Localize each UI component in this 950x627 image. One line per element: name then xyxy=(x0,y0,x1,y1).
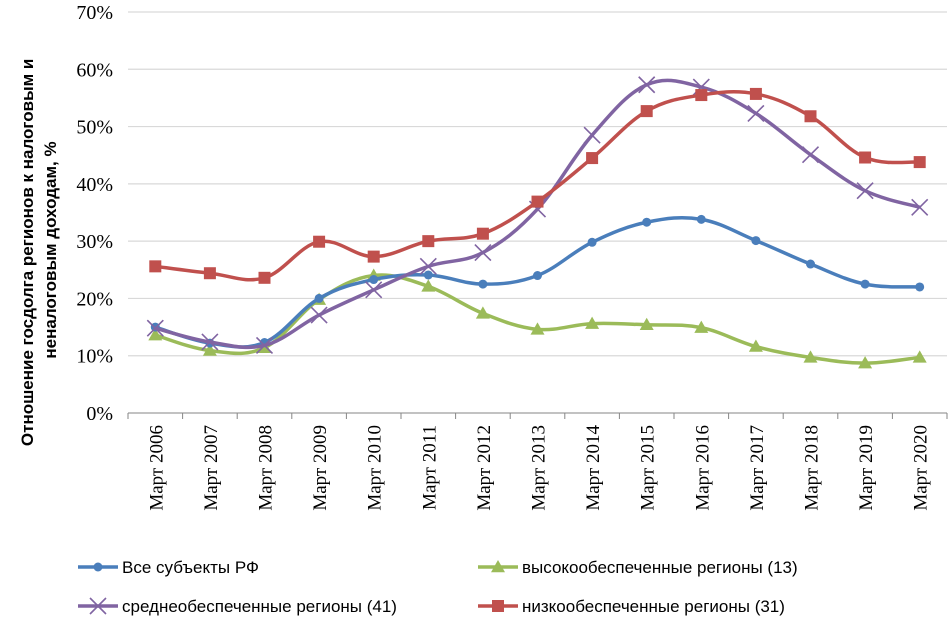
data-point xyxy=(858,356,873,369)
x-axis-ticks: Март 2006 Март 2007 Март 2008 Март 2009 Март… xyxy=(127,413,948,511)
y-tick-label: 60% xyxy=(76,59,113,81)
data-point xyxy=(258,271,271,284)
data-point xyxy=(856,182,874,200)
x-tick-label: Март 2020 xyxy=(911,425,932,511)
x-tick-label: Март 2018 xyxy=(802,425,823,511)
data-point xyxy=(801,146,820,164)
data-point xyxy=(478,279,488,289)
x-tick-label: Март 2008 xyxy=(256,425,277,511)
y-tick-label: 50% xyxy=(76,117,113,139)
y-axis-label: Отношение госдолга регионов к налоговым … xyxy=(18,54,60,446)
data-point xyxy=(860,279,870,289)
data-point xyxy=(419,257,437,275)
data-point xyxy=(751,236,761,246)
data-point xyxy=(749,87,762,100)
data-point xyxy=(201,333,219,351)
y-tick-label: 40% xyxy=(76,174,113,196)
data-point xyxy=(202,343,217,356)
series-circle xyxy=(150,214,925,349)
data-point xyxy=(912,350,927,363)
data-point xyxy=(804,110,817,123)
data-point xyxy=(806,259,815,269)
x-tick-label: Март 2012 xyxy=(474,425,495,511)
data-point xyxy=(255,336,274,354)
data-point xyxy=(586,152,599,165)
x-tick-label: Март 2007 xyxy=(201,425,222,511)
legend-label: низкообеспеченные регионы (31) xyxy=(522,597,785,616)
x-tick-label: Март 2006 xyxy=(146,425,167,511)
data-point xyxy=(149,260,162,273)
data-point xyxy=(310,306,328,324)
data-point xyxy=(587,237,597,247)
y-axis-ticks: 0% 10% 20% 30% 40% 50% 60% 70% xyxy=(76,2,113,425)
data-point xyxy=(367,250,380,263)
legend-label: среднеобеспеченные регионы (41) xyxy=(122,597,397,616)
data-point xyxy=(747,104,765,122)
data-point xyxy=(915,282,925,292)
x-tick-label: Март 2011 xyxy=(419,425,440,510)
data-point xyxy=(423,270,433,280)
x-tick-label: Март 2019 xyxy=(856,425,877,511)
legend-item: низкообеспеченные регионы (31) xyxy=(478,597,785,616)
y-tick-label: 70% xyxy=(76,2,113,24)
x-tick-label: Март 2015 xyxy=(638,425,659,511)
data-point xyxy=(203,267,216,280)
data-point xyxy=(314,293,324,303)
y-tick-label: 10% xyxy=(76,346,113,368)
data-point xyxy=(476,227,489,240)
data-point xyxy=(638,76,656,94)
data-point xyxy=(422,235,435,248)
data-point xyxy=(148,328,163,341)
series-group xyxy=(146,76,929,369)
legend-label: Все субъекты РФ xyxy=(122,558,259,577)
data-point xyxy=(913,156,926,169)
data-point xyxy=(89,597,107,615)
legend-item: среднеобеспеченные регионы (41) xyxy=(78,597,397,616)
data-point xyxy=(369,275,379,285)
data-point xyxy=(748,339,763,352)
data-point xyxy=(533,271,542,281)
data-point xyxy=(474,244,492,262)
data-point xyxy=(639,317,654,331)
data-point xyxy=(803,350,818,363)
data-point xyxy=(146,319,164,337)
y-tick-label: 0% xyxy=(86,403,113,425)
legend-label: высокообеспеченные регионы (13) xyxy=(522,558,798,577)
data-point xyxy=(583,126,601,144)
x-tick-label: Март 2009 xyxy=(310,425,331,511)
x-tick-label: Март 2017 xyxy=(747,425,768,511)
data-point xyxy=(642,217,652,227)
y-axis-label-line-2: неналоговым доходам, % xyxy=(41,141,60,358)
data-point xyxy=(531,195,544,208)
data-point xyxy=(491,560,505,573)
series-square xyxy=(149,87,926,284)
data-point xyxy=(585,316,600,329)
data-point xyxy=(694,320,709,333)
x-tick-label: Март 2016 xyxy=(692,425,713,511)
data-point xyxy=(695,89,708,102)
data-point xyxy=(530,322,545,335)
x-tick-label: Март 2013 xyxy=(529,425,550,511)
data-point xyxy=(911,198,929,216)
data-point xyxy=(93,562,103,572)
legend-item: высокообеспеченные регионы (13) xyxy=(478,558,798,577)
data-point xyxy=(313,235,326,248)
data-point xyxy=(421,279,436,292)
data-point xyxy=(696,214,706,224)
x-tick-label: Март 2014 xyxy=(583,425,604,511)
legend: Все субъекты РФ высокообеспеченные регион… xyxy=(78,558,798,616)
series-triangle xyxy=(148,268,927,369)
data-point xyxy=(492,600,504,612)
y-axis-label-line-1: Отношение госдолга регионов к налоговым … xyxy=(18,59,37,446)
y-tick-label: 20% xyxy=(76,288,113,310)
data-point xyxy=(365,281,383,299)
x-tick-label: Март 2010 xyxy=(365,425,386,511)
data-point xyxy=(640,105,653,118)
y-tick-label: 30% xyxy=(76,231,113,253)
gridlines xyxy=(128,11,947,357)
data-point xyxy=(475,306,490,319)
legend-item: Все субъекты РФ xyxy=(78,558,259,577)
data-point xyxy=(859,151,872,164)
